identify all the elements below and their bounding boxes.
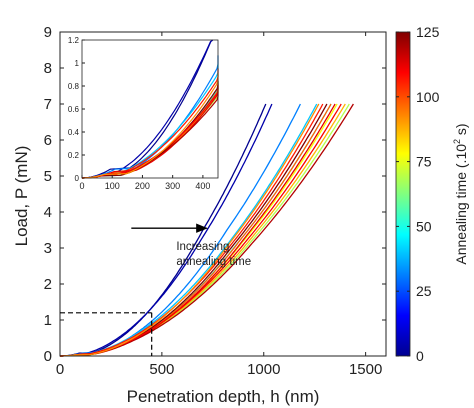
x-tick-label-0: 0 <box>56 361 64 378</box>
colorbar-label-tail: s) <box>453 123 469 139</box>
colorbar: 0 25 50 75 100 125 Annealing time (.102 s) <box>395 24 469 364</box>
y-tick-label-4: 4 <box>44 204 52 221</box>
y-tick-label-9: 9 <box>44 24 52 41</box>
annotation-line-1: Increasing <box>176 241 229 253</box>
colorbar-label-main: Annealing time (.10 <box>453 144 469 265</box>
y-tick-label-1: 1 <box>44 312 52 329</box>
colorbar-tick-label-2: 50 <box>416 218 432 234</box>
colorbar-tick-label-4: 100 <box>416 89 440 105</box>
colorbar-gradient <box>395 31 411 357</box>
y-tick-label-3: 3 <box>44 240 52 257</box>
inset-x-tick-label-0: 0 <box>79 181 84 191</box>
main-plot-frame <box>59 31 387 357</box>
inset-y-tick-label-1: 0.2 <box>68 151 80 160</box>
y-tick-label-0: 0 <box>44 348 52 365</box>
series-line-1 <box>60 103 273 357</box>
inset-x-tick-label-3: 300 <box>165 181 180 191</box>
inset-y-tick-label-6: 1.2 <box>68 36 80 45</box>
inset-y-tick-label-4: 0.8 <box>68 82 80 91</box>
colorbar-tick-label-5: 125 <box>416 24 440 40</box>
y-tick-label-6: 6 <box>44 132 52 149</box>
y-tick-label-5: 5 <box>44 168 52 185</box>
colorbar-tick-label-1: 25 <box>416 283 432 299</box>
inset-x-tick-label-2: 200 <box>135 181 150 191</box>
annotation-line-2: annealing time <box>176 256 251 268</box>
inset-x-tick-label-4: 400 <box>195 181 210 191</box>
inset-x-tick-label-1: 100 <box>105 181 120 191</box>
colorbar-ticks: 0 25 50 75 100 125 <box>396 24 440 364</box>
x-tick-label-1: 500 <box>149 361 174 378</box>
y-tick-label-8: 8 <box>44 60 52 77</box>
inset-y-tick-label-2: 0.4 <box>68 128 80 137</box>
colorbar-label: Annealing time (.102 s) <box>452 123 469 264</box>
inset-axis-ticks: 0 100 200 300 400 0 0.2 0.4 0.6 0.8 1 1.2 <box>68 36 211 191</box>
y-axis-label: Load, P (mN) <box>12 146 31 247</box>
x-tick-label-3: 1500 <box>349 361 382 378</box>
main-series-group <box>60 103 354 357</box>
inset-series-line-12 <box>81 80 219 179</box>
inset-series-group <box>81 39 219 179</box>
x-tick-label-2: 1000 <box>247 361 280 378</box>
series-line-14 <box>60 103 320 357</box>
inset-y-tick-label-3: 0.6 <box>68 105 80 114</box>
y-tick-label-2: 2 <box>44 276 52 293</box>
inset-plot: 0 100 200 300 400 0 0.2 0.4 0.6 0.8 1 1.2 <box>68 36 219 191</box>
colorbar-tick-label-3: 75 <box>416 154 432 170</box>
inset-series-line-14 <box>81 72 219 179</box>
x-axis-label: Penetration depth, h (nm) <box>127 387 320 406</box>
colorbar-label-sup: 2 <box>452 139 462 144</box>
y-tick-label-7: 7 <box>44 96 52 113</box>
inset-y-tick-label-5: 1 <box>75 59 80 68</box>
inset-y-tick-label-0: 0 <box>75 174 80 183</box>
colorbar-tick-label-0: 0 <box>416 348 424 364</box>
series-line-0 <box>60 103 267 357</box>
